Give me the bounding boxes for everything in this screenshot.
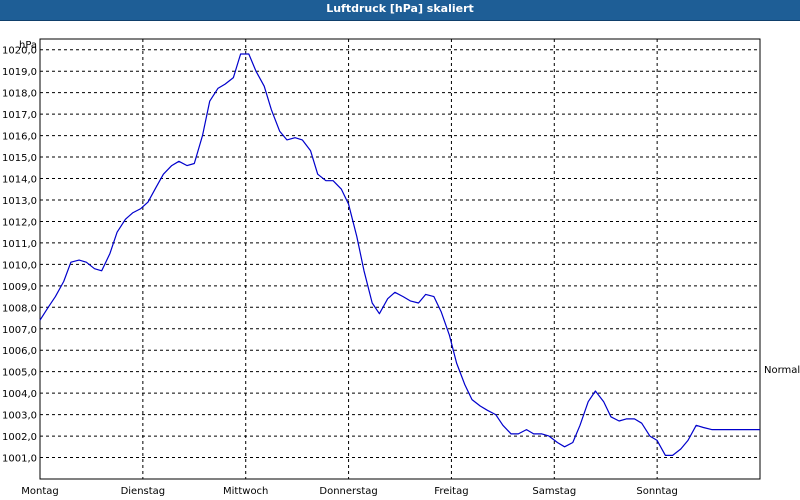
y-tick-label: 1006,0 [2, 346, 37, 357]
y-tick-label: 1014,0 [2, 175, 37, 186]
y-tick-label: 1016,0 [2, 132, 37, 143]
series-line-normal [39, 53, 760, 456]
x-tick-day: Samstag [532, 486, 576, 497]
x-axis: Montag18.04.16Dienstag19.04.16Mittwoch20… [21, 486, 678, 497]
pressure-chart: 1001,0 1002,0 1003,0 1004,0 1005,0 1006,0 1007… [2, 38, 800, 497]
x-tick-day: Mittwoch [223, 486, 268, 497]
y-tick-label: 1017,0 [2, 110, 37, 121]
chart-title-bar: Luftdruck [hPa] skaliert [0, 0, 800, 21]
x-tick-day: Dienstag [121, 486, 166, 497]
y-tick-label: 1015,0 [2, 153, 37, 164]
x-tick-day: Freitag [434, 486, 468, 497]
plot-area [39, 38, 761, 480]
chart-title: Luftdruck [hPa] skaliert [326, 2, 474, 15]
x-tick-day: Montag [21, 486, 58, 497]
y-tick-label: 1003,0 [2, 411, 37, 422]
y-axis-unit: hPa [19, 40, 37, 51]
y-tick-label: 1008,0 [2, 303, 37, 314]
y-tick-label: 1013,0 [2, 196, 37, 207]
y-tick-label: 1004,0 [2, 389, 37, 400]
y-axis: 1001,0 1002,0 1003,0 1004,0 1005,0 1006,0 1007… [2, 46, 37, 465]
y-tick-label: 1005,0 [2, 368, 37, 379]
series-group [39, 53, 760, 456]
x-tick-day: Sonntag [636, 486, 678, 497]
y-tick-label: 1007,0 [2, 325, 37, 336]
y-tick-label: 1012,0 [2, 217, 37, 228]
x-tick-day: Donnerstag [319, 486, 377, 497]
y-tick-label: 1019,0 [2, 67, 37, 78]
y-tick-label: 1020,0 [2, 46, 37, 57]
y-tick-label: 1001,0 [2, 454, 37, 465]
y-tick-label: 1009,0 [2, 282, 37, 293]
y-tick-label: 1011,0 [2, 239, 37, 250]
legend-normal: Normal [764, 365, 800, 376]
grid [40, 39, 760, 479]
y-tick-label: 1018,0 [2, 89, 37, 100]
y-tick-label: 1010,0 [2, 260, 37, 271]
y-tick-label: 1002,0 [2, 432, 37, 443]
